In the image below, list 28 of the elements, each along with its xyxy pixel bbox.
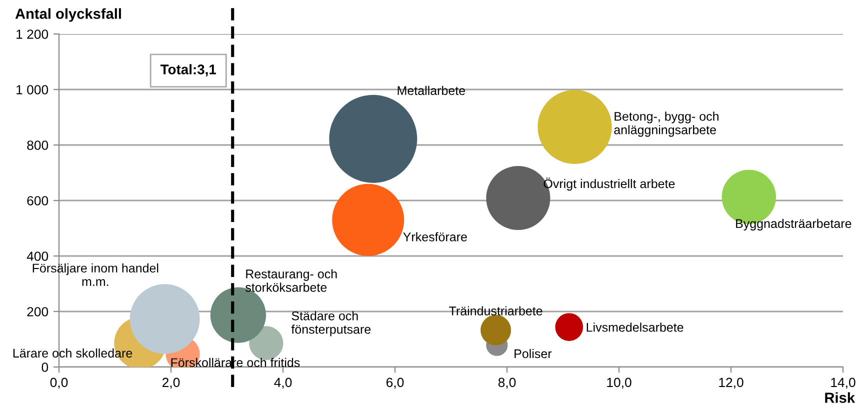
x-tick-label: 4,0	[274, 378, 292, 389]
x-tick-label: 12,0	[719, 378, 744, 389]
y-tick-label: 200	[27, 307, 48, 316]
y-tick-label: 800	[27, 140, 48, 150]
ref-line-label: Total:3,1	[160, 64, 216, 76]
series-label: Yrkesförare	[403, 232, 467, 242]
y-axis-title: Antal olycksfall	[15, 8, 121, 22]
x-tick-label: 10,0	[607, 378, 632, 389]
x-tick-label: 14,0	[831, 378, 856, 389]
series-label: Restaurang- och storköksarbete	[245, 269, 337, 292]
y-tick-label: 1 200	[16, 30, 48, 39]
series-label: Byggnadsträarbetare	[736, 218, 852, 230]
y-tick-label: 400	[26, 252, 48, 261]
series-label: Livsmedelsarbete	[586, 322, 684, 332]
y-tick-label: 600	[27, 196, 48, 206]
x-axis-title: Risk	[825, 392, 856, 403]
series-label: Försäljare inom handel m.m.	[32, 263, 158, 286]
series-label: Metallarbete	[398, 86, 465, 96]
x-tick-label: 0,0	[50, 378, 68, 389]
y-tick-label: 1 000	[16, 85, 48, 94]
series-label: Städare och fönsterputsare	[291, 311, 371, 336]
y-tick-label: 0	[42, 362, 48, 372]
series-label: Poliser	[514, 348, 552, 358]
series-label: Träindustriarbete	[449, 306, 542, 316]
x-tick-label: 6,0	[386, 378, 404, 389]
series-label: Betong-, bygg- och anläggningsarbete	[614, 112, 718, 137]
x-tick-label: 8,0	[498, 378, 516, 389]
x-tick-label: 2,0	[162, 378, 180, 389]
